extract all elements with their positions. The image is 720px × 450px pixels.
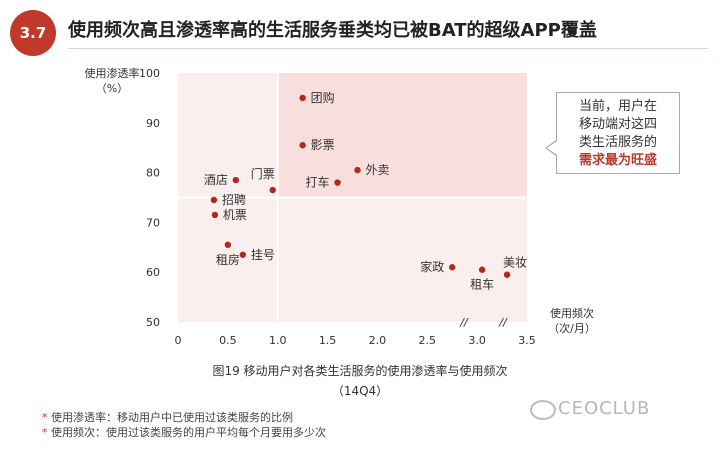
- x-tick-label: 3.0: [468, 334, 486, 347]
- x-tick-label: 2.5: [419, 334, 437, 347]
- callout-highlight: 需求最为旺盛: [578, 153, 657, 168]
- callout-line-1: 当前，用户在: [578, 99, 657, 114]
- y-tick-label: 60: [146, 266, 160, 279]
- data-point: [211, 211, 219, 219]
- y-tick-label: 70: [146, 216, 160, 229]
- data-point: [503, 271, 511, 278]
- highlight-quadrant: [277, 73, 527, 198]
- x-tick-label: 3.5: [518, 334, 536, 347]
- data-point: [478, 266, 486, 273]
- data-point-label: 美妆: [503, 256, 527, 270]
- y-axis-title: 使用渗透率: [85, 66, 140, 80]
- x-tick-label: 0.5: [219, 334, 237, 347]
- data-point: [210, 196, 218, 204]
- y-tick-label: 80: [146, 167, 160, 180]
- data-point-label: 家政: [420, 259, 444, 274]
- data-point: [449, 264, 456, 271]
- page-title: 使用频次高且渗透率高的生活服务垂类均已被BAT的超级APP覆盖: [68, 20, 597, 41]
- data-point-label: 影票: [311, 138, 335, 152]
- data-point: [299, 94, 306, 102]
- data-point: [334, 179, 341, 186]
- axis-break-mark: //: [498, 316, 508, 329]
- section-number: 3.7: [19, 24, 47, 42]
- y-tick-label: 90: [146, 117, 160, 130]
- data-point: [354, 166, 361, 174]
- callout-line-3: 类生活服务的: [578, 135, 657, 150]
- x-axis-title: 使用频次: [550, 306, 594, 320]
- x-tick-label: 0: [175, 334, 182, 347]
- data-point-label: 门票: [251, 166, 275, 181]
- data-point-label: 酒店: [204, 173, 228, 187]
- y-axis-unit: （%）: [96, 82, 128, 95]
- x-tick-label: 1.0: [269, 334, 287, 347]
- footnote-penetration: * 使用渗透率：移动用户中已使用过该类服务的比例: [42, 411, 293, 424]
- data-point-label: 租房: [216, 252, 240, 267]
- footnote-frequency: * 使用频次：使用过该类服务的用户平均每个月要用多少次: [42, 426, 326, 439]
- x-tick-label: 1.5: [319, 334, 337, 347]
- footnotes: * 使用渗透率：移动用户中已使用过该类服务的比例 * 使用频次：使用过该类服务的…: [42, 410, 326, 440]
- axis-break-mark: //: [459, 316, 469, 329]
- x-tick-label: 2.0: [369, 334, 387, 347]
- data-point-label: 外卖: [365, 163, 389, 177]
- data-point-label: 团购: [311, 90, 335, 105]
- data-point-label: 招聘: [222, 193, 246, 207]
- callout-line-2: 移动端对这四: [578, 117, 657, 132]
- data-point: [224, 241, 232, 249]
- callout-pointer-inner: [547, 141, 557, 155]
- data-point: [239, 251, 247, 258]
- x-axis-unit: （次/月）: [548, 321, 596, 335]
- callout-box: 当前，用户在 移动端对这四 类生活服务的 需求最为旺盛: [556, 92, 680, 174]
- data-point-label: 打车: [306, 175, 330, 190]
- data-point-label: 机票: [223, 208, 247, 222]
- y-tick-label: 100: [139, 67, 160, 80]
- section-badge: 3.7: [10, 10, 56, 56]
- data-point: [232, 176, 240, 184]
- title-divider: [68, 48, 708, 49]
- chart-caption-period: （14Q4）: [331, 384, 389, 398]
- data-point-label: 租车: [470, 277, 494, 292]
- ceoclub-logo: CEOCLUB: [558, 398, 651, 419]
- data-point: [269, 186, 276, 194]
- data-point: [299, 142, 306, 149]
- wechat-icon: [530, 400, 556, 420]
- data-point-label: 挂号: [251, 248, 275, 262]
- chart-caption: 图19 移动用户对各类生活服务的使用渗透率与使用频次: [212, 364, 508, 378]
- y-tick-label: 50: [146, 316, 160, 329]
